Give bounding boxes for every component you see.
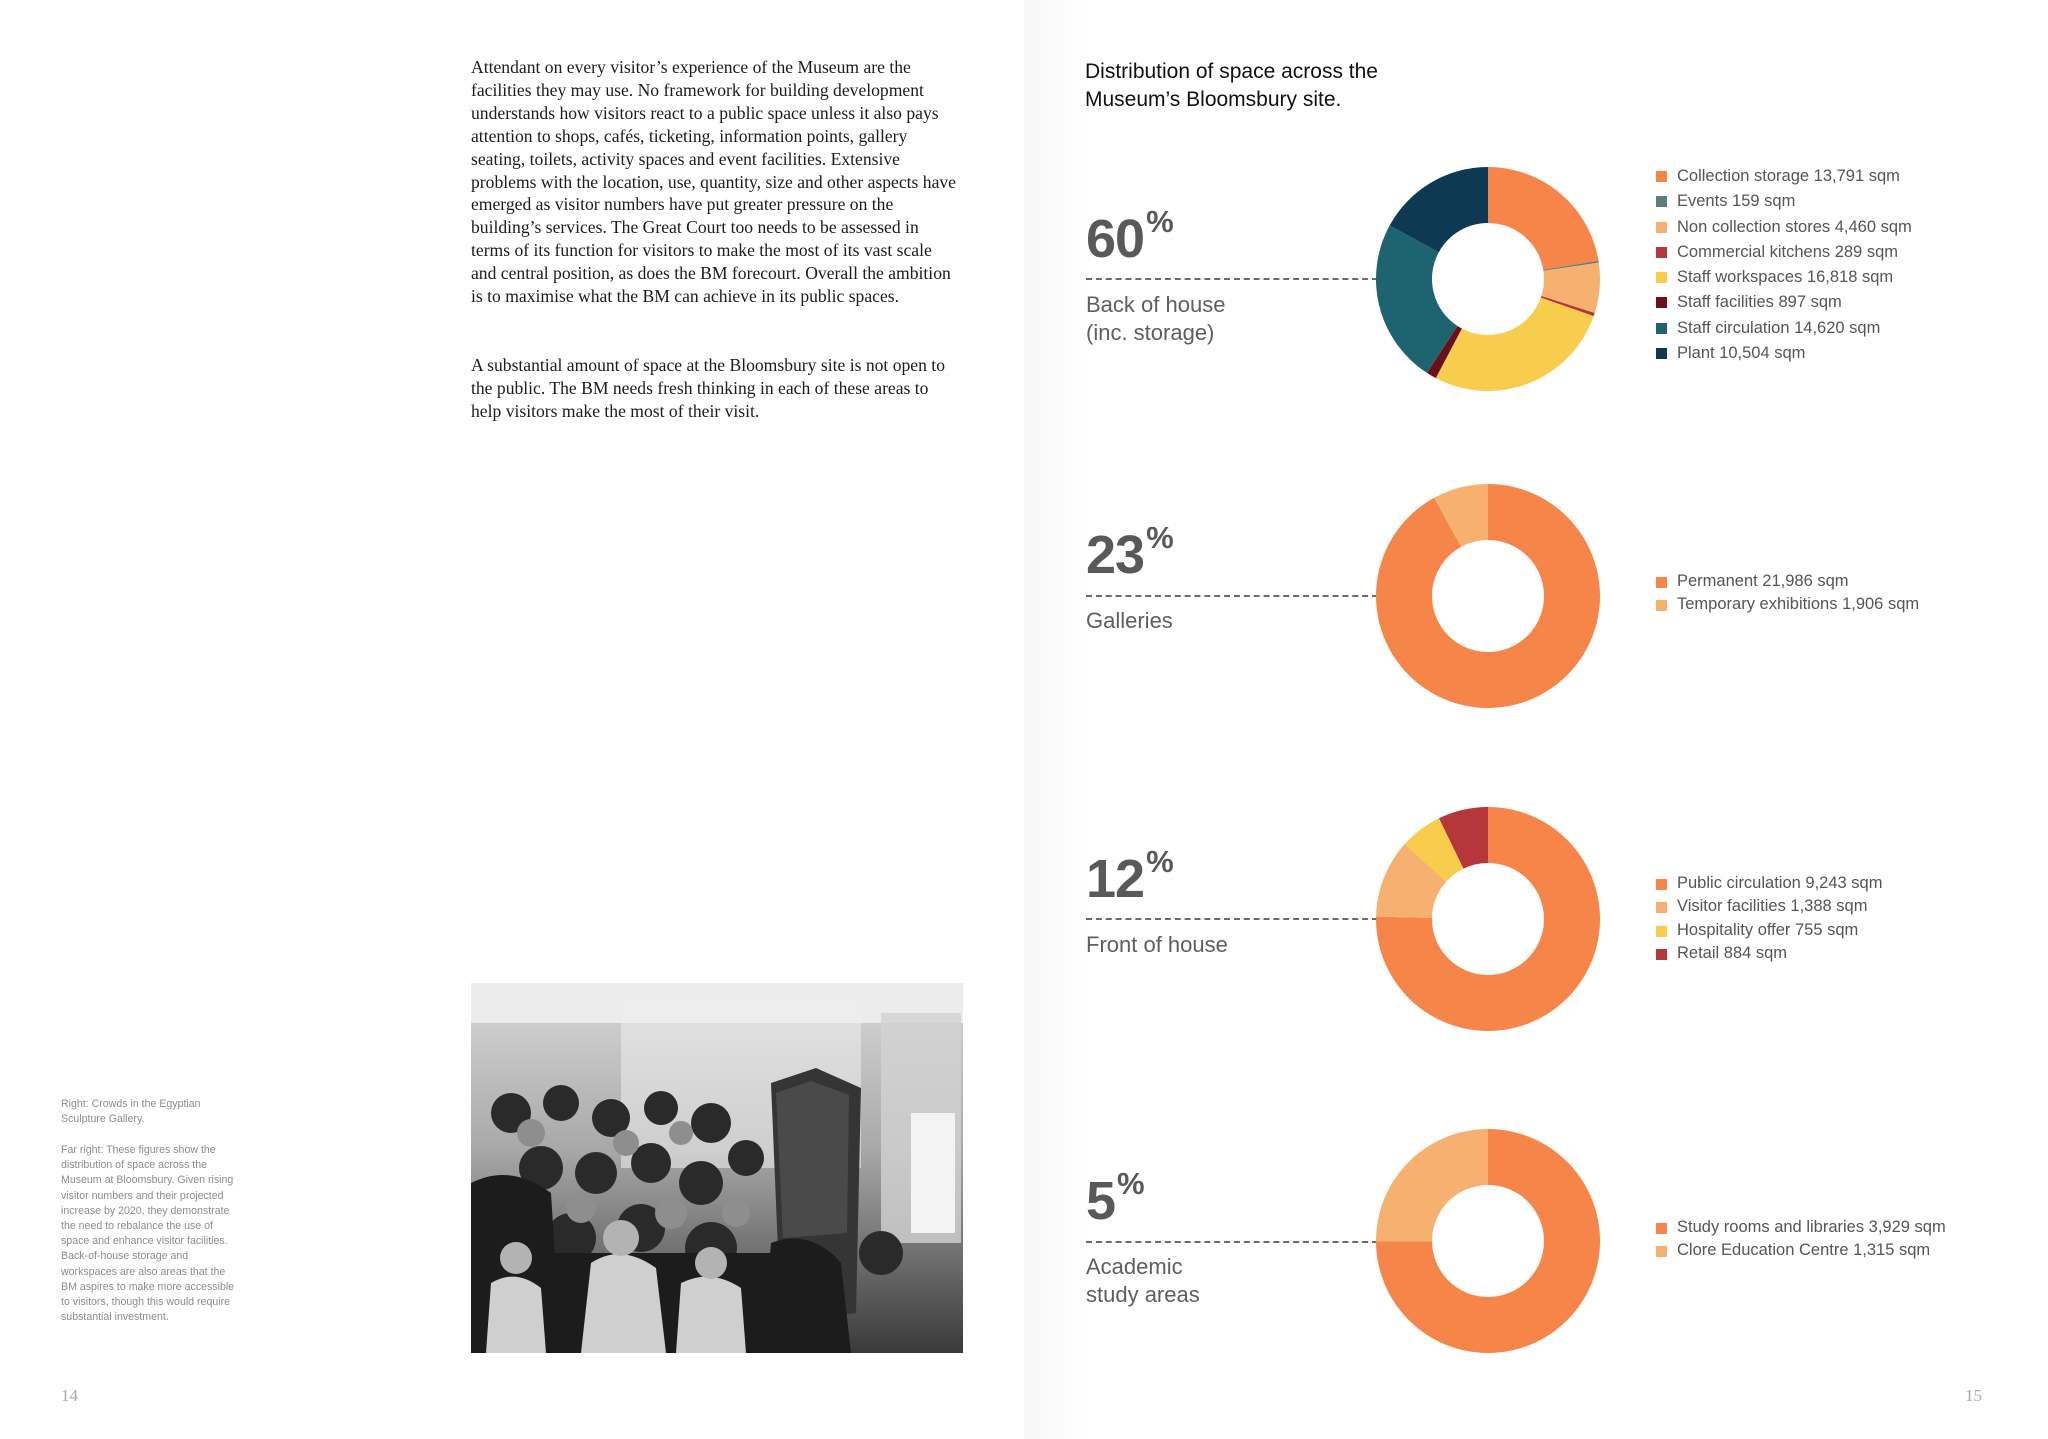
donut-slice [1376, 807, 1600, 1031]
legend-swatch [1656, 221, 1667, 233]
legend-swatch [1656, 348, 1667, 360]
legend-swatch [1656, 297, 1667, 309]
legend-item: Clore Education Centre 1,315 sqm [1654, 1239, 1946, 1262]
chart-title: Distribution of space across the Museum’… [1085, 60, 1378, 111]
legend-swatch [1656, 1223, 1667, 1234]
donut-chart-galleries [1376, 484, 1600, 708]
stat-dashed-line [1086, 278, 1378, 280]
donut-slice [1434, 484, 1488, 547]
donut-slice [1376, 1129, 1488, 1242]
legend-item: Retail 884 sqm [1654, 942, 1882, 965]
stat-percent: 5% [1086, 1166, 1145, 1231]
donut-slice [1439, 807, 1488, 869]
donut-slice [1376, 225, 1458, 373]
stat-dashed-line [1086, 918, 1378, 920]
page-number-left: 14 [61, 1386, 78, 1405]
donut-slice [1541, 262, 1600, 314]
stat-dashed-line [1086, 595, 1378, 597]
page-number-right: 15 [1965, 1386, 1982, 1405]
legend-swatch [1656, 196, 1667, 208]
donut-slice [1435, 297, 1594, 391]
legend-swatch [1656, 949, 1667, 961]
stat-percent: 23% [1086, 520, 1174, 585]
legend-item: Events 159 sqm [1654, 189, 1912, 214]
legend-swatch [1656, 902, 1667, 914]
donut-slice [1376, 1129, 1600, 1353]
body-paragraph-2: A substantial amount of space at the Blo… [471, 355, 945, 421]
legend-back-of-house: Collection storage 13,791 sqm Events 159… [1654, 164, 1912, 366]
legend-front-of-house: Public circulation 9,243 sqm Visitor fac… [1654, 872, 1882, 966]
crowd-photo-illustration [471, 983, 963, 1353]
crowd-photo [471, 983, 963, 1353]
stat-label: Back of house (inc. storage) [1086, 292, 1226, 345]
stat-label: Front of house [1086, 932, 1228, 957]
legend-swatch [1656, 925, 1667, 937]
stat-dashed-line [1086, 1241, 1378, 1243]
donut-slice [1488, 167, 1599, 270]
legend-item: Study rooms and libraries 3,929 sqm [1654, 1216, 1946, 1239]
donut-slice [1376, 484, 1600, 708]
stat-label: Academic study areas [1086, 1254, 1200, 1307]
legend-swatch [1656, 577, 1667, 588]
legend-academic: Study rooms and libraries 3,929 sqm Clor… [1654, 1216, 1946, 1263]
legend-item: Public circulation 9,243 sqm [1654, 872, 1882, 895]
donut-slice [1540, 296, 1595, 317]
legend-item: Commercial kitchens 289 sqm [1654, 240, 1912, 265]
legend-item: Staff facilities 897 sqm [1654, 290, 1912, 315]
donut-chart-front-of-house [1376, 807, 1600, 1031]
legend-swatch [1656, 879, 1667, 890]
chart-caption-far-right: Far right: These figures show the distri… [61, 1144, 235, 1324]
photo-caption-right: Right: Crowds in the Egyptian Sculpture … [61, 1098, 201, 1126]
legend-item: Staff circulation 14,620 sqm [1654, 316, 1912, 341]
donut-slice [1389, 167, 1488, 253]
legend-swatch [1656, 322, 1667, 334]
donut-slice [1404, 818, 1464, 882]
donut-chart-academic [1376, 1129, 1600, 1353]
legend-item: Staff workspaces 16,818 sqm [1654, 265, 1912, 290]
stat-percent: 12% [1086, 844, 1174, 909]
legend-swatch [1656, 272, 1667, 284]
legend-item: Plant 10,504 sqm [1654, 341, 1912, 366]
legend-swatch [1656, 246, 1667, 258]
legend-swatch [1656, 600, 1667, 612]
legend-item: Hospitality offer 755 sqm [1654, 919, 1882, 942]
stat-percent: 60% [1086, 204, 1174, 269]
legend-item: Visitor facilities 1,388 sqm [1654, 895, 1882, 918]
donut-slice [1426, 325, 1462, 379]
legend-item: Permanent 21,986 sqm [1654, 570, 1919, 593]
legend-swatch [1656, 1246, 1667, 1258]
donut-chart-back-of-house [1376, 167, 1600, 391]
body-paragraph-1: Attendant on every visitor’s experience … [471, 57, 956, 307]
stat-label: Galleries [1086, 608, 1173, 633]
legend-swatch [1656, 171, 1667, 182]
donut-slice [1543, 260, 1599, 271]
legend-item: Temporary exhibitions 1,906 sqm [1654, 593, 1919, 616]
legend-item: Collection storage 13,791 sqm [1654, 164, 1912, 189]
donut-slice [1376, 844, 1447, 918]
legend-item: Non collection stores 4,460 sqm [1654, 215, 1912, 240]
legend-galleries: Permanent 21,986 sqm Temporary exhibitio… [1654, 570, 1919, 617]
